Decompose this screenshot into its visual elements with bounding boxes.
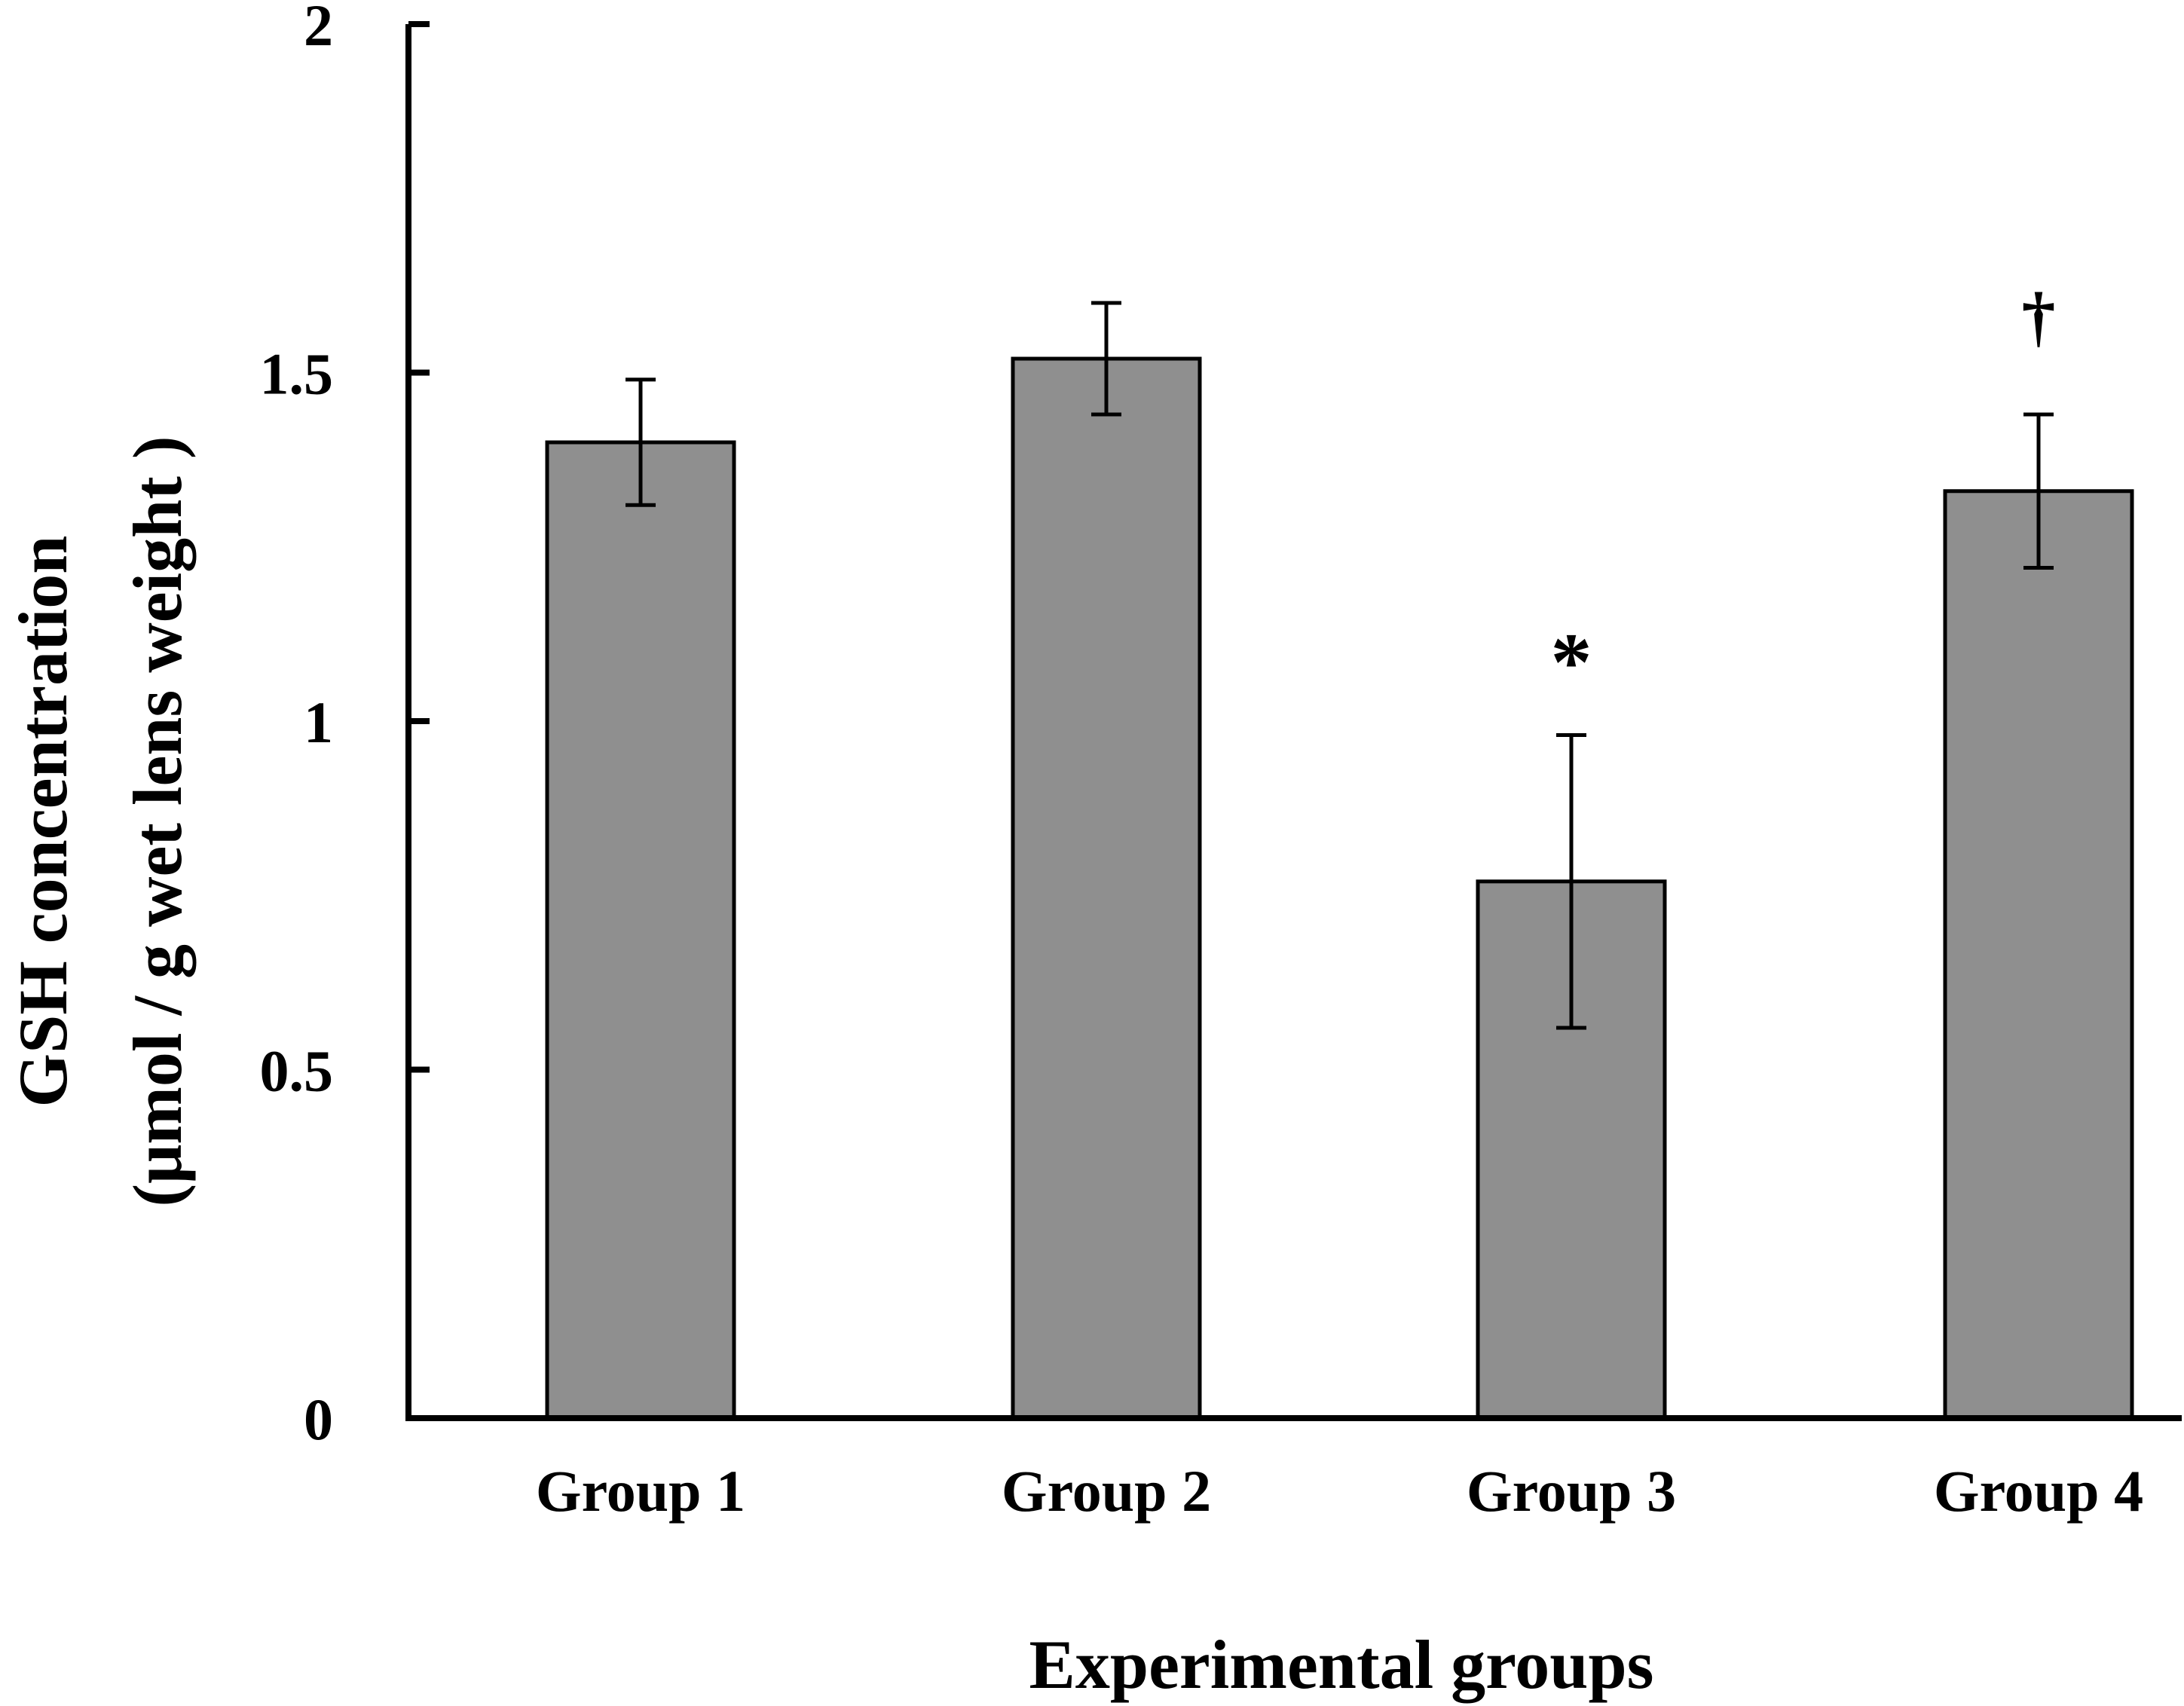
- axes-group: [405, 21, 2182, 1421]
- y-axis-title-line1: GSH concentration: [5, 536, 81, 1108]
- error-bar-3: [1556, 733, 1586, 1030]
- error-bar-1: [626, 378, 656, 507]
- error-bars-group: [626, 301, 2054, 1030]
- bars-group: [545, 356, 2134, 1420]
- error-bar-2: [1091, 301, 1121, 417]
- x-tick-labels-group: Group 1 Group 2 Group 3 Group 4: [536, 1458, 2143, 1524]
- y-tick-label-3: 1.5: [260, 341, 334, 407]
- bar-4: [1943, 489, 2134, 1420]
- x-tick-label-3: Group 3: [1467, 1458, 1676, 1524]
- x-tick-label-4: Group 4: [1934, 1458, 2143, 1524]
- y-tick-label-2: 1: [304, 689, 333, 755]
- x-tick-label-1: Group 1: [536, 1458, 745, 1524]
- y-axis-title-line2: (μmol / g wet lens weight ): [119, 436, 196, 1206]
- annotations-group: *†: [1551, 280, 2056, 708]
- y-tick-label-0: 0: [304, 1387, 333, 1452]
- x-tick-label-2: Group 2: [1002, 1458, 1211, 1524]
- significance-marker-3: *: [1551, 616, 1592, 708]
- x-axis-title: Experimental groups: [1029, 1626, 1654, 1703]
- error-bar-4: [2023, 412, 2054, 570]
- y-tick-label-1: 0.5: [260, 1038, 334, 1104]
- y-tick-label-4: 2: [304, 0, 333, 58]
- y-tick-labels-group: 0 0.5 1 1.5 2: [260, 0, 334, 1452]
- bar-1: [545, 440, 736, 1420]
- significance-marker-4: †: [2022, 280, 2056, 354]
- bar-2: [1011, 356, 1202, 1420]
